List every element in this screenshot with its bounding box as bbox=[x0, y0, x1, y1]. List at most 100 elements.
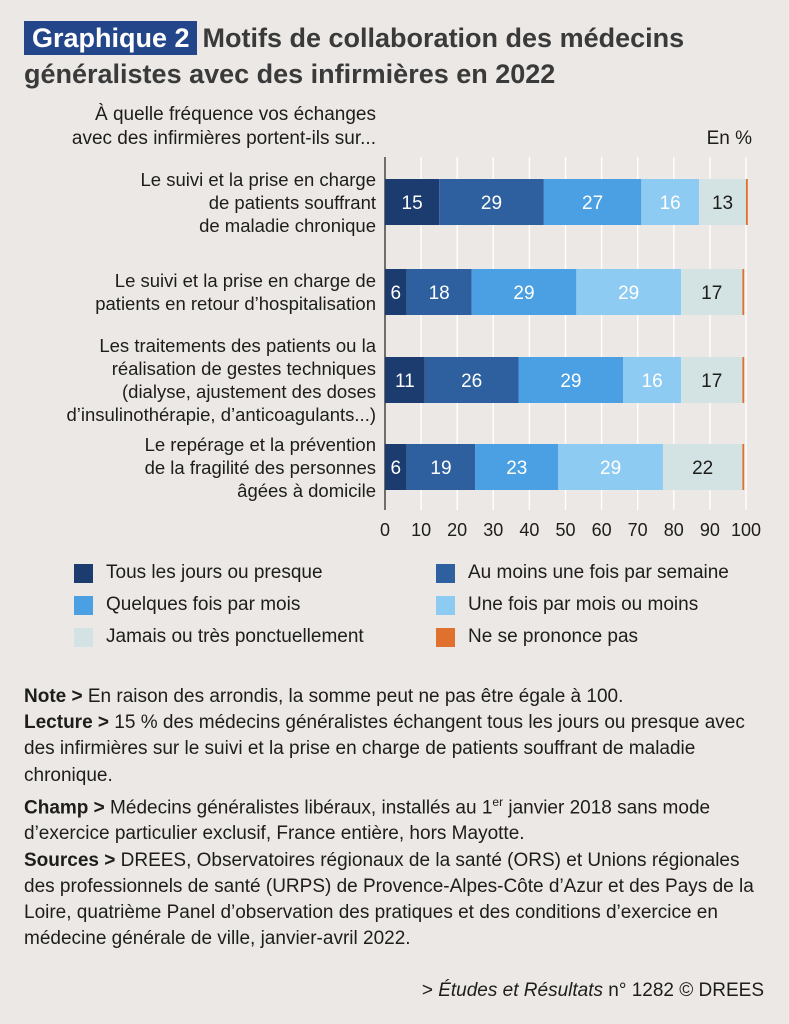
bar-segment bbox=[558, 444, 663, 490]
figure-badge: Graphique 2 bbox=[24, 21, 197, 55]
note-paragraph: Note > En raison des arrondis, la somme … bbox=[24, 684, 774, 710]
legend-item: Quelques fois par mois bbox=[74, 594, 300, 616]
stacked-bar-chart: 0 10 20 30 40 50 60 70 80 90 100 15 29 27 16 13 6 18 29 29 1… bbox=[380, 157, 761, 540]
category-label-line: patients en retour d’hospitalisation bbox=[95, 293, 376, 314]
bar-value-label: 16 bbox=[642, 371, 663, 392]
category-label-line: Le suivi et la prise en charge de bbox=[114, 270, 376, 291]
bar-segment bbox=[518, 357, 624, 403]
bar-value-label: 19 bbox=[430, 458, 451, 479]
x-tick-label-0: 0 bbox=[380, 520, 390, 540]
sources-label: Sources > bbox=[24, 849, 116, 871]
bar-segment bbox=[742, 444, 745, 490]
legend-swatch bbox=[74, 627, 93, 647]
category-label-line: réalisation de gestes techniques bbox=[111, 358, 376, 379]
chart-title: Graphique 2 Motifs de collaboration des m… bbox=[24, 20, 774, 92]
legend-label: Jamais ou très ponctuellement bbox=[106, 626, 364, 647]
bar-segment bbox=[471, 269, 577, 315]
note-label: Note > bbox=[24, 686, 83, 707]
bar-value-label: 11 bbox=[395, 371, 415, 392]
legend-item: Une fois par mois ou moins bbox=[436, 594, 698, 616]
category-label-line: de maladie chronique bbox=[199, 214, 376, 236]
bar-value-label: 6 bbox=[391, 283, 402, 304]
category-label-line: Le repérage et la prévention bbox=[144, 433, 376, 455]
source-publication: Études et Résultats bbox=[438, 980, 603, 1001]
source-prefix: > bbox=[421, 980, 439, 1001]
champ-paragraph: Champ > Médecins généralistes libéraux, … bbox=[24, 789, 774, 848]
bar-segment bbox=[385, 357, 425, 403]
legend-item: Tous les jours ou presque bbox=[74, 562, 323, 584]
champ-superscript: er bbox=[492, 794, 504, 809]
legend-label: Une fois par mois ou moins bbox=[468, 594, 699, 615]
legend-label: Tous les jours ou presque bbox=[106, 562, 323, 583]
category-label-line: de la fragilité des personnes bbox=[144, 456, 376, 478]
bar-segment bbox=[742, 357, 745, 403]
category-label: Le repérage et la prévention de la fragil… bbox=[20, 433, 376, 502]
category-label-line: de patients souffrant bbox=[208, 191, 376, 213]
bar-value-label: 13 bbox=[712, 193, 733, 214]
unit-label: En % bbox=[706, 128, 752, 149]
legend-label: Quelques fois par mois bbox=[106, 594, 301, 615]
bar-value-label: 15 bbox=[402, 193, 423, 214]
legend-label: Au moins une fois par semaine bbox=[468, 562, 729, 583]
note-text: En raison des arrondis, la somme peut ne… bbox=[82, 686, 624, 707]
title-line-1: Graphique 2 Motifs de collaboration des m… bbox=[24, 20, 774, 56]
bar-segment bbox=[475, 444, 559, 490]
bar-value-label: 29 bbox=[618, 283, 639, 304]
sources-paragraph: Sources > DREES, Observatoires régionaux… bbox=[24, 848, 774, 953]
legend-swatch bbox=[74, 563, 93, 583]
legend-item: Au moins une fois par semaine bbox=[436, 562, 729, 584]
bar-segment bbox=[424, 357, 519, 403]
bar-value-label: 6 bbox=[391, 458, 402, 479]
bar-segment bbox=[543, 179, 642, 225]
question-line-2: avec des infirmières portent-ils sur... bbox=[71, 128, 376, 149]
x-tick-label-80: 80 bbox=[664, 520, 684, 540]
bar-segment bbox=[406, 444, 476, 490]
bar-segment bbox=[623, 357, 682, 403]
category-label: Le suivi et la prise en charge de patient… bbox=[20, 168, 377, 237]
legend-swatch bbox=[436, 627, 455, 647]
bar-value-label: 18 bbox=[429, 283, 450, 304]
x-tick-label-50: 50 bbox=[555, 520, 575, 540]
bar-segment bbox=[681, 269, 743, 315]
title-text-1: Motifs de collaboration des médecins bbox=[202, 23, 685, 53]
x-tick-label-40: 40 bbox=[519, 520, 539, 540]
bar-segment bbox=[699, 179, 746, 225]
legend-item: Jamais ou très ponctuellement bbox=[74, 626, 364, 648]
bar-segment bbox=[746, 179, 748, 225]
bar-segment bbox=[385, 179, 440, 225]
legend-swatch bbox=[436, 595, 455, 615]
sources-text: DREES, Observatoires régionaux de la san… bbox=[24, 849, 754, 950]
bar-value-label: 29 bbox=[481, 193, 502, 214]
bar-segment bbox=[385, 269, 407, 315]
x-tick-label-60: 60 bbox=[592, 520, 612, 540]
bar-value-label: 17 bbox=[701, 283, 722, 304]
x-tick-label-100: 100 bbox=[731, 520, 761, 540]
category-label: Les traitements des patients ou la réalis… bbox=[20, 334, 376, 426]
notes-block: Note > En raison des arrondis, la somme … bbox=[24, 684, 774, 952]
category-label-line: d’insulinothérapie, d’anticoagulants...) bbox=[66, 404, 376, 425]
bar-segment bbox=[385, 444, 407, 490]
publication-source: > Études et Résultats n° 1282 © DREES bbox=[400, 980, 764, 1002]
champ-text-b: janvier 2018 sans mode d’exercice partic… bbox=[24, 797, 711, 845]
question-line-1: À quelle fréquence vos échanges bbox=[95, 104, 376, 125]
x-tick-label-70: 70 bbox=[628, 520, 648, 540]
champ-text-a: Médecins généralistes libéraux, installé… bbox=[104, 797, 493, 819]
bar-value-label: 22 bbox=[692, 458, 713, 479]
question-text: À quelle fréquence vos échanges avec des… bbox=[20, 103, 376, 151]
legend-swatch bbox=[436, 563, 455, 583]
bar-value-label: 23 bbox=[506, 458, 527, 479]
lecture-label: Lecture > bbox=[24, 712, 110, 734]
bar-value-label: 16 bbox=[660, 193, 681, 214]
title-line-2: généralistes avec des infirmières en 202… bbox=[24, 59, 556, 89]
bar-value-label: 26 bbox=[461, 371, 482, 392]
bar-segment bbox=[742, 269, 745, 315]
x-tick-label-10: 10 bbox=[411, 520, 431, 540]
bar-segment bbox=[406, 269, 472, 315]
bar-value-label: 29 bbox=[513, 283, 534, 304]
bar-segment bbox=[641, 179, 700, 225]
x-tick-label-30: 30 bbox=[483, 520, 503, 540]
category-label-line: Le suivi et la prise en charge bbox=[140, 168, 377, 190]
x-tick-label-20: 20 bbox=[447, 520, 467, 540]
bar-value-label: 29 bbox=[600, 458, 621, 479]
champ-label: Champ > bbox=[24, 797, 105, 819]
